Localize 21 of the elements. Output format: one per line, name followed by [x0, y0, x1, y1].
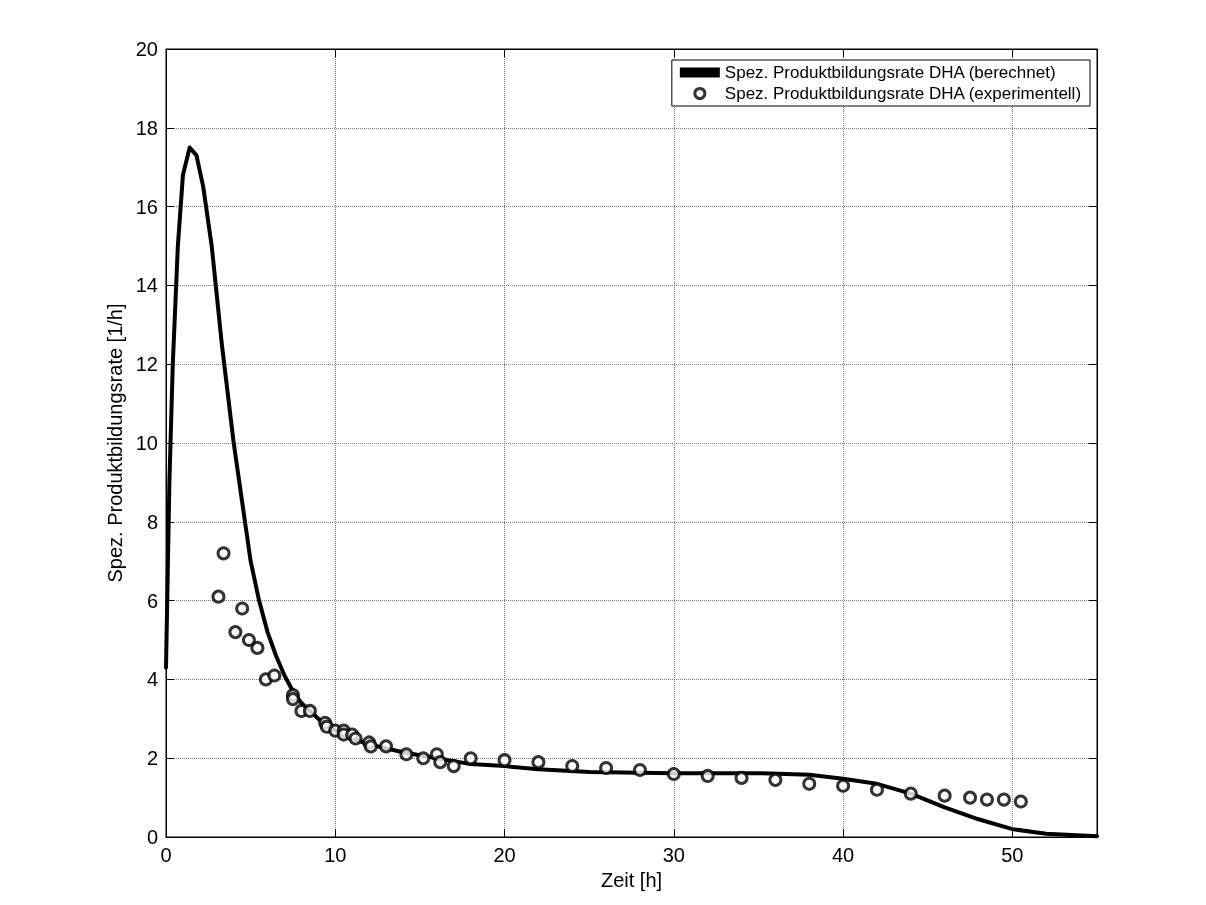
y-tick-label: 0 [146, 826, 158, 848]
y-tick-label: 6 [146, 589, 158, 612]
x-tick-label: 20 [493, 844, 516, 866]
legend-label: Spez. Produktbildungsrate DHA (berechnet) [724, 63, 1056, 82]
x-tick-label: 40 [831, 844, 855, 866]
y-tick-label: 18 [135, 116, 158, 139]
x-tick-label: 10 [324, 844, 347, 866]
y-tick-label: 4 [146, 668, 158, 691]
x-tick-label: 50 [1001, 844, 1024, 866]
y-tick-label: 2 [146, 747, 158, 770]
y-tick-label: 10 [135, 432, 158, 454]
x-tick-label: 30 [662, 844, 685, 866]
y-axis-title: Spez. Produktbildungsrate [1/h] [103, 303, 126, 583]
y-tick-label: 12 [135, 353, 158, 376]
y-tick-label: 20 [135, 38, 158, 60]
x-tick-label: 0 [160, 844, 172, 866]
y-tick-label: 14 [135, 274, 158, 297]
y-tick-label: 16 [135, 195, 158, 218]
legend-label: Spez. Produktbildungsrate DHA (experimentell) [724, 84, 1082, 103]
y-tick-label: 8 [146, 510, 158, 533]
x-axis-title: Zeit [h] [600, 868, 663, 891]
